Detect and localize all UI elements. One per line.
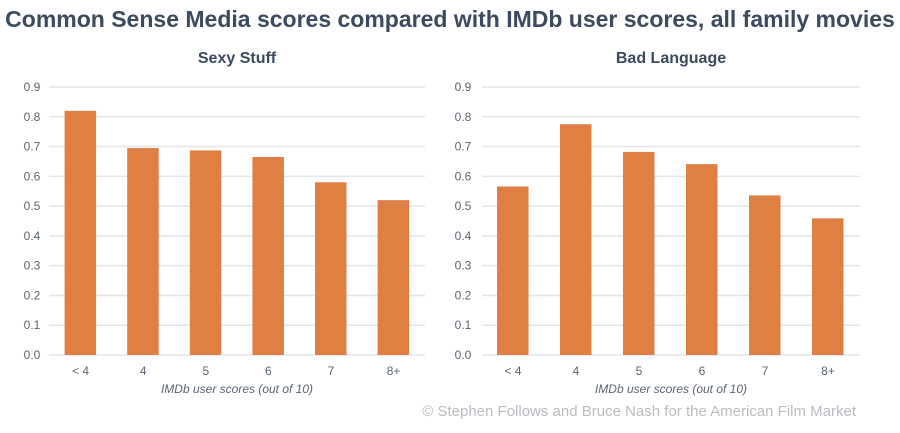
x-tick-label: 8+ bbox=[821, 364, 835, 378]
y-tick-label: 0.6 bbox=[24, 169, 41, 183]
y-tick-label: 0.3 bbox=[455, 259, 472, 273]
y-tick-label: 0.4 bbox=[455, 229, 472, 243]
x-tick-label: 4 bbox=[573, 364, 580, 378]
x-tick-label: 6 bbox=[265, 364, 272, 378]
y-tick-label: 0.9 bbox=[24, 80, 41, 94]
x-tick-label: 5 bbox=[202, 364, 209, 378]
x-tick-label: < 4 bbox=[72, 364, 89, 378]
y-tick-label: 0.0 bbox=[455, 348, 472, 362]
x-tick-label: 7 bbox=[328, 364, 335, 378]
x-tick-label: < 4 bbox=[504, 364, 521, 378]
bar bbox=[497, 186, 529, 355]
bar bbox=[127, 148, 159, 355]
x-tick-label: 8+ bbox=[387, 364, 401, 378]
panel-title: Bad Language bbox=[616, 50, 726, 67]
y-tick-label: 0.6 bbox=[455, 169, 472, 183]
y-tick-label: 0.9 bbox=[455, 80, 472, 94]
y-tick-label: 0.2 bbox=[455, 288, 472, 302]
x-axis-label: IMDb user scores (out of 10) bbox=[595, 382, 747, 396]
y-tick-label: 0.4 bbox=[24, 229, 41, 243]
bar bbox=[749, 195, 781, 355]
x-tick-label: 5 bbox=[636, 364, 643, 378]
bar bbox=[64, 110, 97, 355]
y-tick-label: 0.8 bbox=[24, 110, 41, 124]
y-tick-label: 0.8 bbox=[455, 110, 472, 124]
x-tick-label: 4 bbox=[140, 364, 147, 378]
credit: © Stephen Follows and Bruce Nash for the… bbox=[422, 403, 856, 420]
y-tick-label: 0.0 bbox=[24, 348, 41, 362]
y-tick-label: 0.2 bbox=[24, 288, 41, 302]
chart-title: Common Sense Media scores compared with … bbox=[5, 6, 895, 32]
y-tick-label: 0.7 bbox=[24, 140, 41, 154]
y-tick-label: 0.5 bbox=[455, 199, 472, 213]
x-tick-label: 7 bbox=[762, 364, 769, 378]
bar bbox=[377, 200, 410, 355]
bar bbox=[252, 156, 284, 355]
y-tick-label: 0.7 bbox=[455, 140, 472, 154]
bar bbox=[812, 218, 844, 355]
bar bbox=[189, 150, 222, 355]
y-tick-label: 0.5 bbox=[24, 199, 41, 213]
x-axis-label: IMDb user scores (out of 10) bbox=[161, 382, 313, 396]
bar bbox=[686, 164, 718, 355]
x-tick-label: 6 bbox=[699, 364, 706, 378]
bar bbox=[560, 124, 592, 355]
bar bbox=[623, 151, 655, 355]
y-tick-label: 0.1 bbox=[24, 318, 41, 332]
y-tick-label: 0.3 bbox=[24, 259, 41, 273]
y-tick-label: 0.1 bbox=[455, 318, 472, 332]
bar bbox=[315, 182, 347, 355]
panel-title: Sexy Stuff bbox=[198, 50, 277, 67]
